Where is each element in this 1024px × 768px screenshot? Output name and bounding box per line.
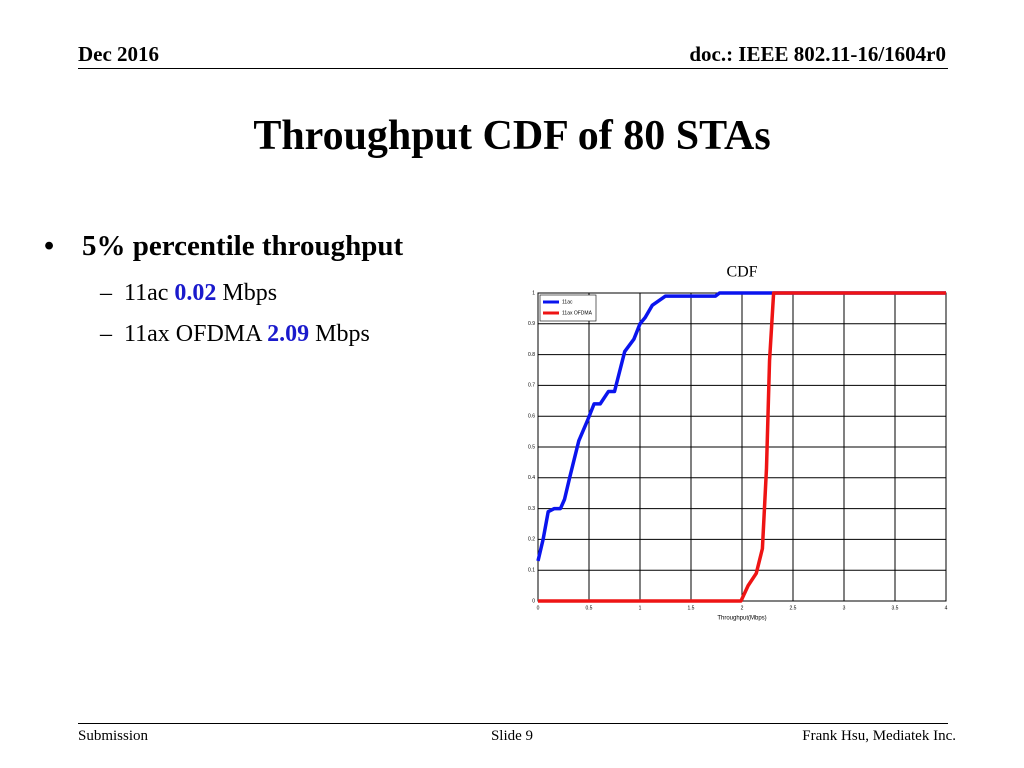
header-doc: doc.: IEEE 802.11-16/1604r0 xyxy=(689,42,946,66)
sub-unit: Mbps xyxy=(315,321,370,347)
legend-label: 11ax OFDMA xyxy=(562,310,593,316)
y-tick-label: 0.5 xyxy=(528,444,535,450)
y-tick-label: 1 xyxy=(532,290,535,296)
y-tick-label: 0.8 xyxy=(528,352,535,358)
x-axis-label: Throughput(Mbps) xyxy=(717,616,766,622)
x-tick-label: 3 xyxy=(843,605,846,611)
y-tick-label: 0.3 xyxy=(528,506,535,512)
header-rule xyxy=(78,68,948,69)
x-tick-label: 4 xyxy=(945,605,948,611)
sub-value: 2.09 xyxy=(267,321,310,347)
x-tick-label: 1.5 xyxy=(688,605,695,611)
x-tick-label: 3.5 xyxy=(892,605,899,611)
y-tick-label: 0.9 xyxy=(528,321,535,327)
x-tick-label: 2 xyxy=(741,605,744,611)
y-tick-label: 0.2 xyxy=(528,537,535,543)
sub-value: 0.02 xyxy=(174,280,217,306)
x-tick-label: 0.5 xyxy=(586,605,593,611)
y-tick-label: 0.6 xyxy=(528,414,535,420)
bullet: • 5% percentile throughput xyxy=(44,230,404,262)
header-date: Dec 2016 xyxy=(78,42,160,66)
sub-label: 11ax OFDMA xyxy=(124,321,262,347)
legend-box xyxy=(539,294,597,322)
bullet-text: 5% percentile throughput xyxy=(82,230,404,262)
sub-unit: Mbps xyxy=(222,280,278,306)
y-tick-label: 0.4 xyxy=(528,475,535,481)
footer-right: Frank Hsu, Mediatek Inc. xyxy=(802,728,956,744)
slide-title: Throughput CDF of 80 STAs xyxy=(253,113,771,159)
y-tick-label: 0.7 xyxy=(528,383,535,389)
sub-label: 11ac xyxy=(124,280,169,306)
series-line xyxy=(538,291,946,603)
footer-left: Submission xyxy=(78,728,149,744)
footer-rule xyxy=(78,723,948,724)
y-tick-label: 0 xyxy=(532,598,535,604)
footer-center: Slide 9 xyxy=(490,728,534,744)
x-tick-label: 1 xyxy=(639,605,642,611)
sub-bullet: – 11ac 0.02 Mbps xyxy=(100,280,278,306)
y-tick-label: 0.1 xyxy=(528,568,535,574)
legend-label: 11ac xyxy=(562,299,573,305)
series-line xyxy=(536,291,946,562)
x-tick-label: 0 xyxy=(537,605,540,611)
sub-bullet: – 11ax OFDMA 2.09 Mbps xyxy=(100,321,370,347)
chart-title: CDF xyxy=(726,264,757,281)
x-tick-label: 2.5 xyxy=(790,605,797,611)
